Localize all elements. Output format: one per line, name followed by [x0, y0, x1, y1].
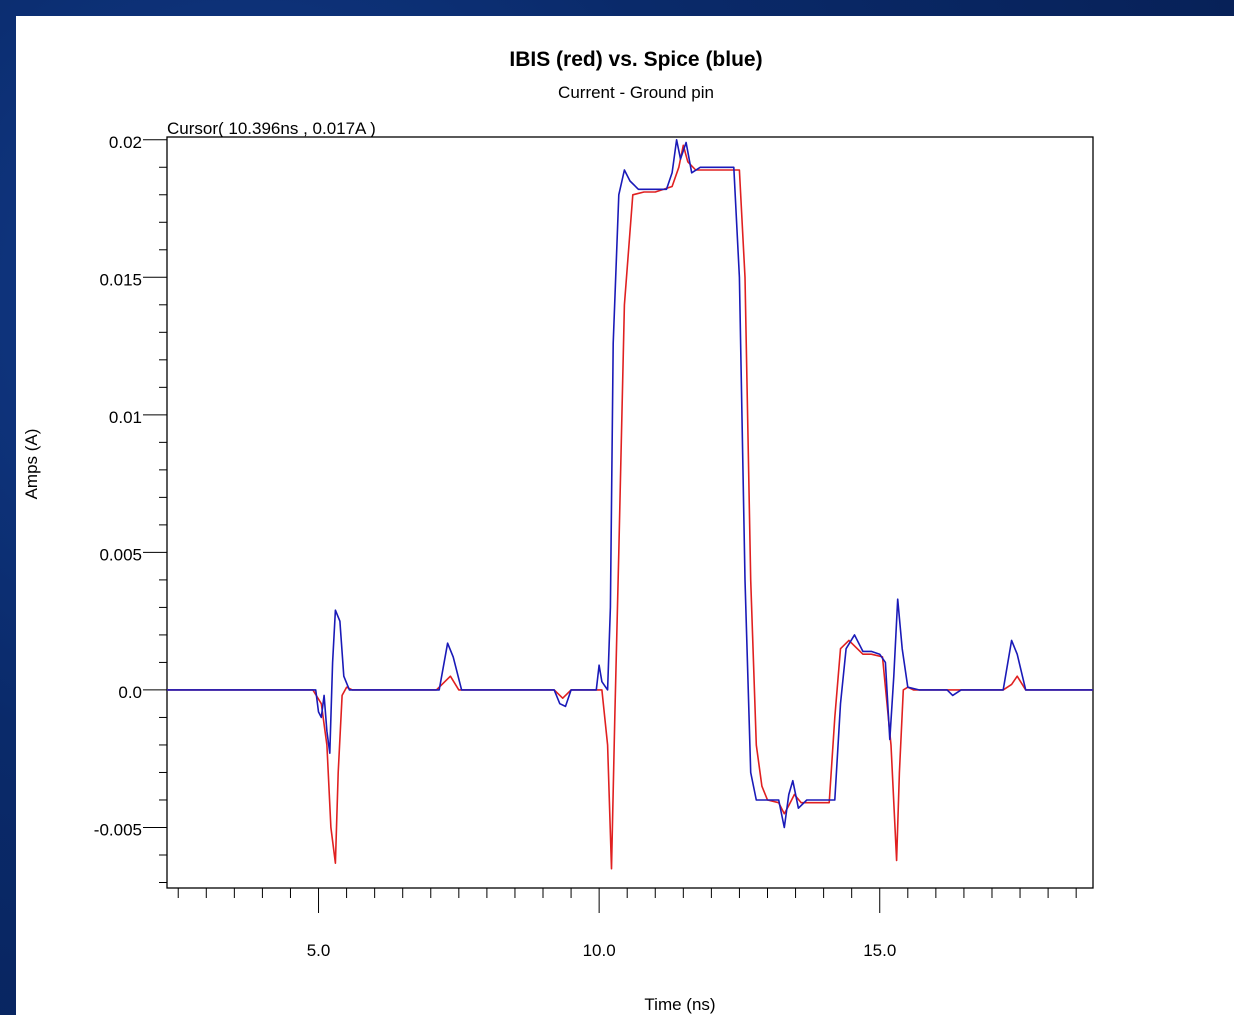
y-tick-label: -0.005 — [94, 820, 142, 839]
y-tick-label: 0.005 — [99, 545, 142, 564]
plot-area[interactable] — [166, 136, 1094, 889]
chart-title: IBIS (red) vs. Spice (blue) — [509, 48, 762, 71]
y-tick-label: 0.01 — [109, 408, 142, 427]
series-layer — [167, 139, 1093, 870]
y-axis-label: Amps (A) — [22, 429, 41, 500]
x-axis-label: Time (ns) — [644, 995, 715, 1014]
x-tick-label: 10.0 — [583, 941, 616, 960]
line-chart: IBIS (red) vs. Spice (blue) Current - Gr… — [22, 48, 1094, 1014]
x-tick-label: 5.0 — [307, 941, 331, 960]
chart-panel: IBIS (red) vs. Spice (blue) Current - Gr… — [16, 16, 1234, 1015]
series-line-ibis — [167, 144, 1093, 870]
chart-subtitle: Current - Ground pin — [558, 83, 714, 102]
x-tick-label: 15.0 — [863, 941, 896, 960]
y-axis: 0.02 0.015 0.01 0.005 0.0 -0.005 — [94, 133, 167, 883]
cursor-readout: Cursor( 10.396ns , 0.017A ) — [167, 119, 376, 138]
y-tick-label: 0.02 — [109, 133, 142, 152]
y-tick-label: 0.015 — [99, 270, 142, 289]
series-line-spice — [167, 139, 1093, 829]
y-tick-label: 0.0 — [118, 683, 142, 702]
x-axis: 5.0 10.0 15.0 — [177, 888, 1077, 960]
